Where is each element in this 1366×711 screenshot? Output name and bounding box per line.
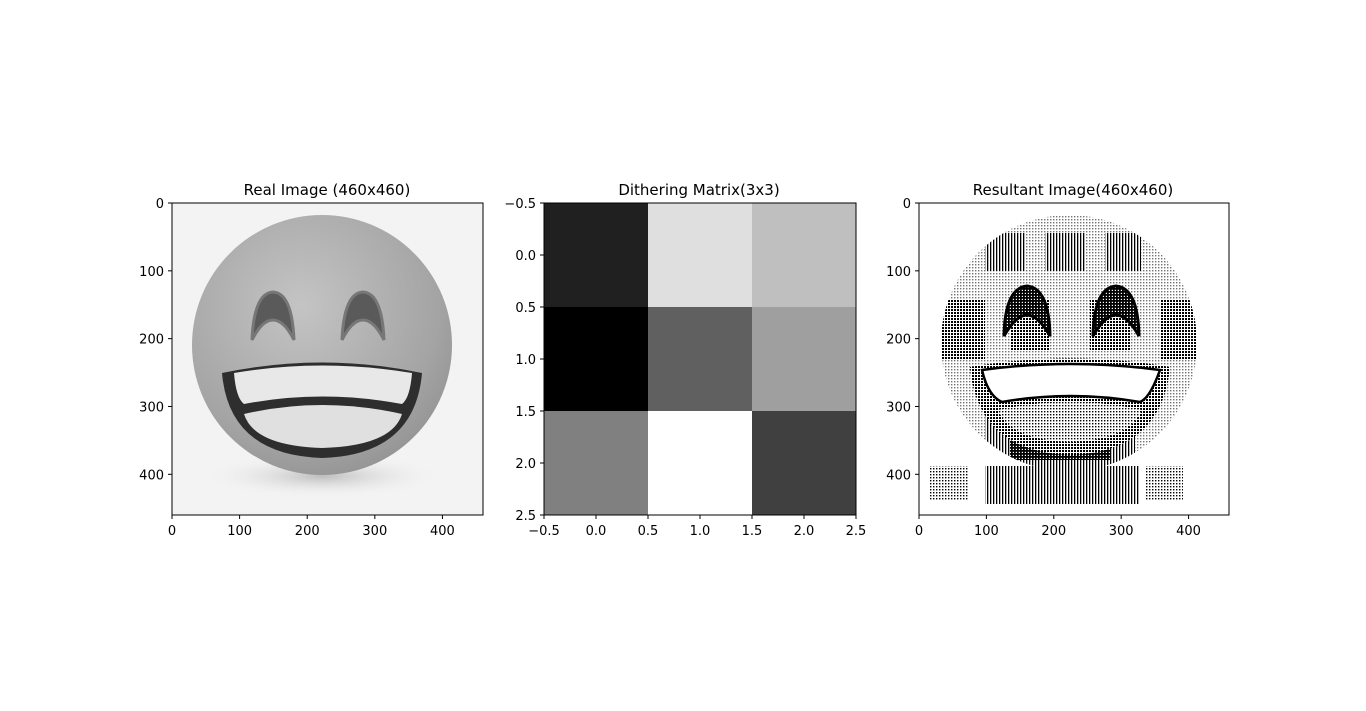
matrix-cell	[648, 203, 753, 308]
real-image-axes: 0 100 200 300 400 0 100 200 300 400	[139, 197, 455, 539]
y-tick-label: 100	[886, 265, 911, 280]
y-tick-label: 0	[156, 197, 164, 212]
matrix-cell	[544, 203, 649, 308]
dithered-image	[919, 203, 1229, 515]
dither-matrix-axes: −0.5 0.0 0.5 1.0 1.5 2.0 2.5−0.50.00.51.01.52.…	[504, 197, 866, 539]
matrix-cell	[544, 307, 649, 412]
x-tick-label: 100	[974, 524, 999, 539]
emoji-image	[172, 203, 483, 515]
y-tick-label: 1.0	[515, 353, 536, 368]
x-tick-label: 300	[1109, 524, 1134, 539]
x-tick-label: 1.0	[690, 524, 711, 539]
x-tick-label: 2.0	[794, 524, 815, 539]
y-tick-label: 400	[139, 468, 164, 483]
y-tick-label: 400	[886, 468, 911, 483]
result-image-axes: 0 100 200 300 400 0 100 200 300 400	[886, 197, 1201, 539]
real-image-frame	[171, 202, 484, 516]
result-image-frame	[918, 202, 1230, 516]
real-image-title: Real Image (460x460)	[244, 181, 411, 199]
x-tick-label: 0	[915, 524, 923, 539]
matrix-cell	[648, 307, 753, 412]
dither-matrix-panel: Dithering Matrix(3x3) −0.5 0.0 0.5 1.0 1.5 2.…	[504, 181, 866, 539]
x-tick-label: 2.5	[846, 524, 867, 539]
matrix-cell	[648, 411, 753, 516]
x-tick-label: 0.0	[586, 524, 607, 539]
matrix-cell	[752, 203, 857, 308]
x-tick-label: 400	[430, 524, 455, 539]
matrix-cell	[752, 307, 857, 412]
y-tick-label: 0.5	[515, 301, 536, 316]
y-tick-label: 0.0	[515, 249, 536, 264]
matrix-cell	[544, 411, 649, 516]
x-tick-label: 0.5	[638, 524, 659, 539]
x-tick-label: 300	[362, 524, 387, 539]
y-tick-label: −0.5	[504, 197, 536, 212]
result-image-title: Resultant Image(460x460)	[973, 181, 1174, 199]
y-tick-label: 200	[139, 333, 164, 348]
dither-matrix-title: Dithering Matrix(3x3)	[618, 181, 779, 199]
result-image-panel: Resultant Image(460x460)	[886, 181, 1230, 539]
x-tick-label: −0.5	[528, 524, 560, 539]
y-tick-label: 200	[886, 333, 911, 348]
x-tick-label: 400	[1176, 524, 1201, 539]
y-tick-label: 0	[903, 197, 911, 212]
x-tick-label: 100	[227, 524, 252, 539]
x-tick-label: 200	[295, 524, 320, 539]
y-tick-label: 300	[139, 400, 164, 415]
x-tick-label: 0	[168, 524, 176, 539]
y-tick-label: 100	[139, 265, 164, 280]
y-tick-label: 2.0	[515, 457, 536, 472]
x-tick-label: 1.5	[742, 524, 763, 539]
y-tick-label: 1.5	[515, 405, 536, 420]
y-tick-label: 300	[886, 400, 911, 415]
x-tick-label: 200	[1041, 524, 1066, 539]
real-image-panel: Real Image (460x460) 0 100 200 300 400 0 100 20…	[139, 181, 484, 539]
matrix-cell	[752, 411, 857, 516]
y-tick-label: 2.5	[515, 509, 536, 524]
matrix-cells	[544, 203, 857, 516]
